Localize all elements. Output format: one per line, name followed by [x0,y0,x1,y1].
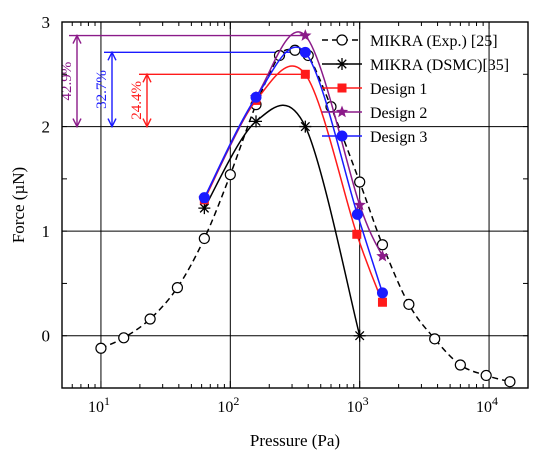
data-point [171,282,184,294]
legend: MIKRA (Exp.) [25] MIKRA (DSMC)[35] Design … [322,33,509,146]
data-point [376,287,388,299]
y-axis-label: Force (µN) [9,167,28,243]
data-point [198,232,210,245]
legend-label: MIKRA (Exp.) [25] [370,33,498,50]
series-1 [198,104,366,342]
legend-entry-2: Design 1 [322,81,427,98]
annotation-arrow-head [142,118,152,129]
data-point [224,169,236,181]
data-point [250,91,262,103]
data-point [118,332,130,344]
series-line [100,48,511,383]
annotation-2: 24.4% [129,72,306,129]
legend-swatch-marker [336,130,348,142]
percentage-annotations: 42.9% 32.7% 24.4% [59,34,306,129]
data-point [351,208,363,220]
annotation-label: 32.7% [94,70,110,109]
data-point [377,297,387,307]
legend-entry-0: MIKRA (Exp.) [25] [322,33,498,50]
x-tick-label: 102 [217,394,239,416]
data-point [353,198,366,211]
x-tick-label: 103 [347,394,369,416]
legend-label: Design 3 [370,129,427,146]
y-tick-label: 0 [42,327,51,346]
data-point [429,333,441,345]
data-point [454,359,466,371]
data-point [376,249,389,262]
legend-swatch-marker [336,58,348,70]
series-line [203,104,361,336]
annotation-arrow-head [72,118,82,129]
legend-entry-3: Design 2 [322,105,427,122]
legend-swatch-marker [336,34,348,46]
legend-entry-1: MIKRA (DSMC)[35] [322,57,509,74]
data-point [95,342,107,354]
data-point [300,69,310,79]
data-point [198,192,210,204]
annotation-arrow-head [142,72,152,83]
data-point [376,239,389,251]
data-series [95,29,516,388]
x-axis-label: Pressure (Pa) [250,431,340,450]
annotation-label: 24.4% [129,81,145,120]
legend-swatch-marker [337,83,347,93]
annotation-arrow-head [107,50,117,61]
annotation-label: 42.9% [59,62,75,101]
data-point [354,176,366,188]
legend-entry-4: Design 3 [322,129,427,146]
annotation-arrow-head [107,118,117,129]
data-point [352,229,362,239]
legend-label: Design 1 [370,81,427,98]
legend-label: MIKRA (DSMC)[35] [370,57,509,74]
data-point [299,29,312,41]
legend-swatch-marker [335,105,349,118]
data-point [250,115,263,128]
annotation-1: 32.7% [94,50,306,129]
y-tick-label: 3 [42,13,51,32]
data-point [403,298,415,310]
data-point [198,202,211,215]
y-tick-label: 1 [42,222,51,241]
data-point [299,120,312,133]
axes: 101 102 103 104 0 1 2 3 [42,13,529,416]
y-tick-label: 2 [42,118,51,137]
data-point [144,313,156,325]
data-point [480,369,492,382]
annotation-0: 42.9% [59,34,306,129]
data-point [504,376,516,388]
data-point [299,46,311,58]
x-tick-label: 101 [88,394,110,416]
grid [62,21,528,388]
data-point [353,329,366,342]
legend-label: Design 2 [370,105,427,122]
annotation-arrow-head [72,34,82,44]
x-tick-label: 104 [476,394,498,416]
series-4 [198,46,388,299]
plot-frame [61,21,529,389]
